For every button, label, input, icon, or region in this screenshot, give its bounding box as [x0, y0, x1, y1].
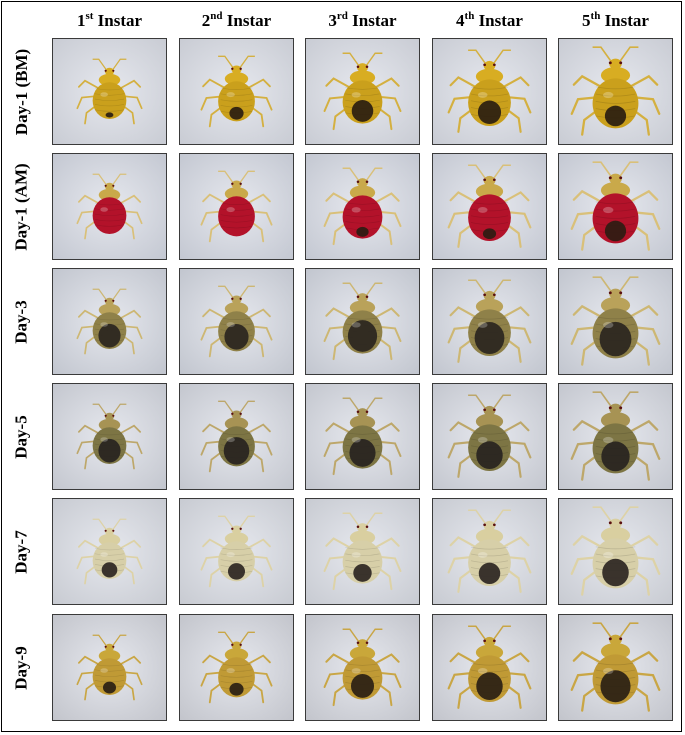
bedbug-image [559, 615, 672, 720]
bedbug-photo [558, 614, 673, 721]
bedbug-image [53, 39, 166, 144]
bedbug-image [180, 384, 293, 489]
column-header-word: Instar [474, 11, 523, 30]
bedbug-photo [432, 383, 547, 490]
bedbug-image [559, 499, 672, 604]
bedbug-photo [305, 614, 420, 721]
row-label-text: Day-1 (AM) [12, 162, 31, 251]
bedbug-image [53, 384, 166, 489]
bedbug-photo [179, 268, 294, 375]
row-label-3: Day-3 [4, 268, 40, 375]
column-header-suffix: rd [336, 10, 348, 22]
bedbug-image [53, 615, 166, 720]
column-header-suffix: th [464, 10, 475, 22]
bedbug-image [306, 499, 419, 604]
bedbug-photo [179, 383, 294, 490]
bedbug-image [433, 39, 546, 144]
bedbug-photo [558, 268, 673, 375]
bedbug-image [306, 269, 419, 374]
column-header-suffix: th [590, 10, 601, 22]
bedbug-image [180, 499, 293, 604]
row-label-1: Day-1 (BM) [4, 38, 40, 145]
bedbug-image [180, 154, 293, 259]
bedbug-photo [558, 383, 673, 490]
bedbug-image [306, 615, 419, 720]
column-header-3: 3rd Instar [301, 8, 425, 34]
bedbug-photo [52, 268, 167, 375]
bedbug-photo [558, 38, 673, 145]
bedbug-image [559, 39, 672, 144]
bedbug-photo [432, 153, 547, 260]
column-header-number: 2 [201, 11, 211, 30]
bedbug-image [433, 154, 546, 259]
bedbug-photo [432, 498, 547, 605]
column-header-word: Instar [222, 11, 272, 30]
bedbug-photo [305, 268, 420, 375]
bedbug-photo [558, 153, 673, 260]
bedbug-image [559, 269, 672, 374]
column-header-5: 5th Instar [554, 8, 678, 34]
column-header-word: Instar [347, 11, 397, 30]
bedbug-photo [179, 153, 294, 260]
bedbug-photo [432, 268, 547, 375]
bedbug-image [433, 615, 546, 720]
row-label-4: Day-5 [4, 383, 40, 490]
bedbug-image [180, 269, 293, 374]
bedbug-photo [52, 153, 167, 260]
bedbug-photo [305, 153, 420, 260]
bedbug-image [306, 384, 419, 489]
bedbug-image [180, 615, 293, 720]
bedbug-image [559, 384, 672, 489]
column-header-4: 4th Instar [428, 8, 552, 34]
bedbug-photo [432, 614, 547, 721]
bedbug-photo [432, 38, 547, 145]
row-label-2: Day-1 (AM) [4, 153, 40, 260]
column-header-1: 1st Instar [48, 8, 172, 34]
column-header-word: Instar [600, 11, 649, 30]
bedbug-photo [52, 383, 167, 490]
row-label-text: Day-3 [12, 299, 32, 344]
row-label-text: Day-5 [12, 414, 32, 459]
bedbug-image [559, 154, 672, 259]
bedbug-photo [305, 498, 420, 605]
bedbug-photo [52, 498, 167, 605]
bedbug-photo [305, 38, 420, 145]
bedbug-image [433, 499, 546, 604]
row-label-text: Day-9 [12, 645, 32, 690]
bedbug-image [306, 154, 419, 259]
bedbug-photo [305, 383, 420, 490]
bedbug-photo [179, 498, 294, 605]
row-label-text: Day-7 [12, 529, 32, 574]
column-header-word: Instar [93, 11, 143, 30]
bedbug-photo [179, 614, 294, 721]
row-label-5: Day-7 [4, 498, 40, 605]
row-label-text: Day-1 (BM) [12, 48, 31, 135]
bedbug-image [306, 39, 419, 144]
bedbug-photo [558, 498, 673, 605]
bedbug-image [180, 39, 293, 144]
bedbug-image [53, 499, 166, 604]
bedbug-image [53, 154, 166, 259]
column-header-suffix: nd [210, 10, 223, 22]
column-header-number: 1 [76, 11, 86, 30]
column-header-2: 2nd Instar [175, 8, 299, 34]
column-header-suffix: st [85, 10, 94, 22]
column-header-number: 5 [582, 11, 591, 30]
column-header-number: 3 [328, 11, 337, 30]
bedbug-photo [52, 38, 167, 145]
bedbug-image [53, 269, 166, 374]
column-header-number: 4 [456, 11, 465, 30]
bedbug-image [433, 384, 546, 489]
bedbug-photo [52, 614, 167, 721]
row-label-6: Day-9 [4, 614, 40, 721]
bedbug-image [433, 269, 546, 374]
bedbug-photo [179, 38, 294, 145]
